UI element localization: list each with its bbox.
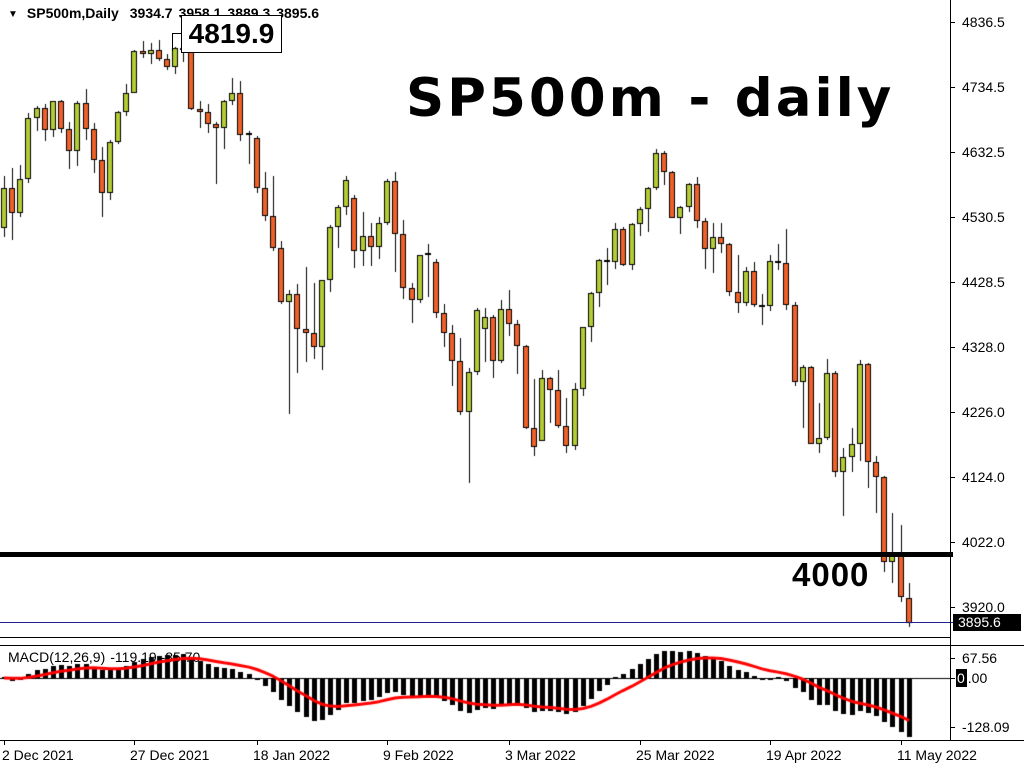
price-tick-label: 4328.0	[962, 339, 1005, 355]
panel-divider-macd-top[interactable]	[0, 645, 1024, 646]
time-axis-tick	[901, 741, 902, 745]
time-tick-label: 9 Feb 2022	[383, 747, 454, 763]
price-axis-tick	[950, 607, 955, 608]
level-line-label[interactable]: 4000	[792, 556, 870, 593]
price-axis-tick	[950, 412, 955, 413]
time-tick-label: 19 Apr 2022	[766, 747, 842, 763]
price-axis-border	[950, 0, 951, 740]
price-axis-tick	[950, 22, 955, 23]
time-axis-tick	[770, 741, 771, 745]
current-price-line	[0, 622, 953, 623]
price-tick-label: 4022.0	[962, 534, 1005, 550]
time-axis-tick	[640, 741, 641, 745]
time-axis[interactable]: 2 Dec 2021 27 Dec 2021 18 Jan 2022 9 Feb 20…	[0, 741, 1024, 768]
time-tick-label: 3 Mar 2022	[505, 747, 576, 763]
macd-tick-label: 67.56	[962, 650, 998, 666]
price-axis[interactable]: 3895.6 4836.5 4734.5 4632.5 4530.5 4428.5 432…	[950, 0, 1024, 740]
macd-tick-label: 0.00	[956, 669, 988, 687]
time-axis-tick	[509, 741, 510, 745]
macd-tick-label: -128.09	[962, 719, 1010, 735]
macd-zero-marker: 0	[956, 669, 967, 687]
price-axis-tick	[950, 477, 955, 478]
macd-axis-tick	[950, 678, 955, 679]
price-axis-tick	[950, 87, 955, 88]
ohlc-open: 3934.7	[129, 5, 173, 21]
chevron-down-icon[interactable]: ▼	[8, 9, 18, 20]
price-axis-tick	[950, 542, 955, 543]
panel-divider-main-bottom	[0, 637, 950, 638]
high-annotation-connector	[172, 33, 183, 51]
price-chart-canvas[interactable]	[0, 0, 950, 637]
price-axis-tick	[950, 217, 955, 218]
price-axis-tick	[950, 152, 955, 153]
time-tick-label: 27 Dec 2021	[130, 747, 210, 763]
price-tick-label: 4734.5	[962, 79, 1005, 95]
macd-axis-tick	[950, 658, 955, 659]
current-price-badge: 3895.6	[953, 614, 1021, 631]
time-axis-tick	[387, 741, 388, 745]
price-tick-label: 4124.0	[962, 469, 1005, 485]
price-tick-label: 4530.5	[962, 209, 1005, 225]
time-tick-label: 2 Dec 2021	[2, 747, 74, 763]
time-tick-label: 18 Jan 2022	[253, 747, 331, 763]
panel-divider-macd-bottom	[0, 740, 1024, 741]
time-tick-label: 11 May 2022	[897, 747, 977, 763]
price-tick-label: 3920.0	[962, 599, 1005, 615]
price-axis-tick	[950, 282, 955, 283]
macd-axis-tick	[950, 727, 955, 728]
price-axis-tick	[950, 347, 955, 348]
macd-chart-canvas[interactable]	[0, 645, 950, 740]
time-axis-tick	[134, 741, 135, 745]
horizontal-level-line-4000[interactable]	[0, 552, 953, 557]
symbol-name: SP500m,Daily	[26, 5, 119, 21]
ohlc-close: 3895.6	[276, 5, 320, 21]
time-axis-tick	[4, 741, 5, 745]
price-tick-label: 4836.5	[962, 14, 1005, 30]
price-tick-label: 4632.5	[962, 144, 1005, 160]
time-tick-label: 25 Mar 2022	[636, 747, 715, 763]
time-axis-tick	[257, 741, 258, 745]
price-tick-label: 4428.5	[962, 274, 1005, 290]
price-tick-label: 4226.0	[962, 404, 1005, 420]
high-annotation-label[interactable]: 4819.9	[181, 15, 282, 53]
